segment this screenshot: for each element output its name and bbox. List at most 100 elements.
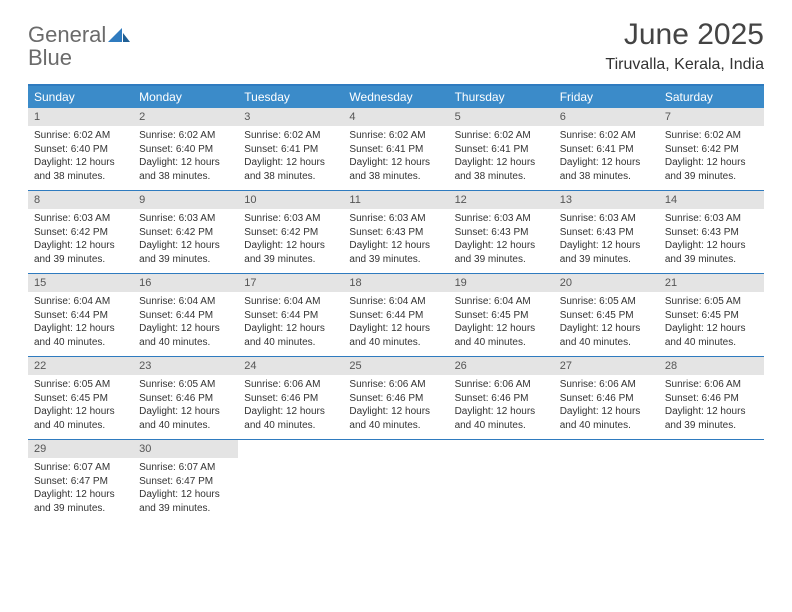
sunrise-line: Sunrise: 6:02 AM [349, 129, 442, 143]
day-details: Sunrise: 6:02 AMSunset: 6:40 PMDaylight:… [133, 126, 238, 183]
calendar-cell: 4Sunrise: 6:02 AMSunset: 6:41 PMDaylight… [343, 108, 448, 190]
day-number: 15 [28, 274, 133, 292]
sunrise-line: Sunrise: 6:06 AM [560, 378, 653, 392]
sunrise-line: Sunrise: 6:02 AM [665, 129, 758, 143]
weekday-tuesday: Tuesday [238, 86, 343, 108]
sunrise-line: Sunrise: 6:03 AM [34, 212, 127, 226]
calendar-cell: 11Sunrise: 6:03 AMSunset: 6:43 PMDayligh… [343, 191, 448, 273]
daylight-line: Daylight: 12 hours and 40 minutes. [244, 322, 337, 349]
day-details: Sunrise: 6:06 AMSunset: 6:46 PMDaylight:… [238, 375, 343, 432]
weekday-friday: Friday [554, 86, 659, 108]
calendar-cell [238, 440, 343, 522]
sunset-line: Sunset: 6:43 PM [560, 226, 653, 240]
day-details: Sunrise: 6:03 AMSunset: 6:42 PMDaylight:… [238, 209, 343, 266]
daylight-line: Daylight: 12 hours and 39 minutes. [665, 405, 758, 432]
sunset-line: Sunset: 6:44 PM [244, 309, 337, 323]
sunrise-line: Sunrise: 6:02 AM [560, 129, 653, 143]
day-details: Sunrise: 6:02 AMSunset: 6:40 PMDaylight:… [28, 126, 133, 183]
calendar-cell: 7Sunrise: 6:02 AMSunset: 6:42 PMDaylight… [659, 108, 764, 190]
calendar-cell [343, 440, 448, 522]
sunrise-line: Sunrise: 6:04 AM [244, 295, 337, 309]
daylight-line: Daylight: 12 hours and 39 minutes. [139, 488, 232, 515]
sunset-line: Sunset: 6:46 PM [560, 392, 653, 406]
weekday-monday: Monday [133, 86, 238, 108]
day-number: 16 [133, 274, 238, 292]
calendar-cell: 1Sunrise: 6:02 AMSunset: 6:40 PMDaylight… [28, 108, 133, 190]
daylight-line: Daylight: 12 hours and 38 minutes. [139, 156, 232, 183]
sunset-line: Sunset: 6:42 PM [34, 226, 127, 240]
sunset-line: Sunset: 6:45 PM [34, 392, 127, 406]
sunset-line: Sunset: 6:40 PM [34, 143, 127, 157]
day-details: Sunrise: 6:02 AMSunset: 6:42 PMDaylight:… [659, 126, 764, 183]
day-details: Sunrise: 6:03 AMSunset: 6:43 PMDaylight:… [343, 209, 448, 266]
day-details: Sunrise: 6:06 AMSunset: 6:46 PMDaylight:… [659, 375, 764, 432]
sunrise-line: Sunrise: 6:02 AM [139, 129, 232, 143]
sunrise-line: Sunrise: 6:02 AM [244, 129, 337, 143]
sunset-line: Sunset: 6:45 PM [560, 309, 653, 323]
sunrise-line: Sunrise: 6:03 AM [139, 212, 232, 226]
day-number: 30 [133, 440, 238, 458]
daylight-line: Daylight: 12 hours and 39 minutes. [34, 239, 127, 266]
day-number: 17 [238, 274, 343, 292]
calendar-cell: 16Sunrise: 6:04 AMSunset: 6:44 PMDayligh… [133, 274, 238, 356]
calendar-cell: 20Sunrise: 6:05 AMSunset: 6:45 PMDayligh… [554, 274, 659, 356]
day-details: Sunrise: 6:03 AMSunset: 6:43 PMDaylight:… [554, 209, 659, 266]
sunrise-line: Sunrise: 6:06 AM [349, 378, 442, 392]
sunset-line: Sunset: 6:47 PM [139, 475, 232, 489]
day-number: 10 [238, 191, 343, 209]
calendar-cell: 29Sunrise: 6:07 AMSunset: 6:47 PMDayligh… [28, 440, 133, 522]
page-title: June 2025 [605, 18, 764, 52]
sunrise-line: Sunrise: 6:02 AM [455, 129, 548, 143]
day-details: Sunrise: 6:05 AMSunset: 6:45 PMDaylight:… [28, 375, 133, 432]
daylight-line: Daylight: 12 hours and 40 minutes. [34, 405, 127, 432]
daylight-line: Daylight: 12 hours and 40 minutes. [244, 405, 337, 432]
calendar-week: 1Sunrise: 6:02 AMSunset: 6:40 PMDaylight… [28, 108, 764, 191]
day-details: Sunrise: 6:02 AMSunset: 6:41 PMDaylight:… [449, 126, 554, 183]
daylight-line: Daylight: 12 hours and 39 minutes. [560, 239, 653, 266]
sunrise-line: Sunrise: 6:05 AM [139, 378, 232, 392]
sunset-line: Sunset: 6:46 PM [349, 392, 442, 406]
calendar-cell: 10Sunrise: 6:03 AMSunset: 6:42 PMDayligh… [238, 191, 343, 273]
daylight-line: Daylight: 12 hours and 39 minutes. [244, 239, 337, 266]
day-number: 28 [659, 357, 764, 375]
sunset-line: Sunset: 6:45 PM [455, 309, 548, 323]
calendar-body: 1Sunrise: 6:02 AMSunset: 6:40 PMDaylight… [28, 108, 764, 522]
sunset-line: Sunset: 6:43 PM [665, 226, 758, 240]
calendar-cell: 21 Sunrise: 6:05 AMSunset: 6:45 PMDayligh… [659, 274, 764, 356]
sunset-line: Sunset: 6:46 PM [139, 392, 232, 406]
day-details: Sunrise: 6:07 AMSunset: 6:47 PMDaylight:… [28, 458, 133, 515]
calendar-cell: 12Sunrise: 6:03 AMSunset: 6:43 PMDayligh… [449, 191, 554, 273]
calendar-cell: 26Sunrise: 6:06 AMSunset: 6:46 PMDayligh… [449, 357, 554, 439]
sunrise-line: Sunrise: 6:06 AM [455, 378, 548, 392]
sunrise-line: Sunrise: 6:07 AM [34, 461, 127, 475]
sunset-line: Sunset: 6:46 PM [455, 392, 548, 406]
location: Tiruvalla, Kerala, India [605, 56, 764, 74]
day-number: 26 [449, 357, 554, 375]
day-number: 21 [659, 274, 764, 292]
day-number: 24 [238, 357, 343, 375]
daylight-line: Daylight: 12 hours and 38 minutes. [34, 156, 127, 183]
day-number: 1 [28, 108, 133, 126]
sunset-line: Sunset: 6:45 PM [665, 309, 758, 323]
calendar-cell: 23Sunrise: 6:05 AMSunset: 6:46 PMDayligh… [133, 357, 238, 439]
sunset-line: Sunset: 6:40 PM [139, 143, 232, 157]
sunrise-line: Sunrise: 6:04 AM [139, 295, 232, 309]
daylight-line: Daylight: 12 hours and 38 minutes. [455, 156, 548, 183]
calendar-page: General Blue June 2025 Tiruvalla, Kerala… [0, 0, 792, 540]
sunset-line: Sunset: 6:46 PM [665, 392, 758, 406]
sunrise-line: Sunrise: 6:05 AM [665, 295, 758, 309]
day-number: 27 [554, 357, 659, 375]
daylight-line: Daylight: 12 hours and 40 minutes. [665, 322, 758, 349]
daylight-line: Daylight: 12 hours and 39 minutes. [665, 239, 758, 266]
calendar-week: 15Sunrise: 6:04 AMSunset: 6:44 PMDayligh… [28, 274, 764, 357]
weekday-wednesday: Wednesday [343, 86, 448, 108]
day-number: 6 [554, 108, 659, 126]
calendar-cell: 8Sunrise: 6:03 AMSunset: 6:42 PMDaylight… [28, 191, 133, 273]
daylight-line: Daylight: 12 hours and 40 minutes. [349, 322, 442, 349]
daylight-line: Daylight: 12 hours and 38 minutes. [349, 156, 442, 183]
logo: General Blue [28, 24, 130, 70]
calendar-cell: 15Sunrise: 6:04 AMSunset: 6:44 PMDayligh… [28, 274, 133, 356]
calendar-cell: 13Sunrise: 6:03 AMSunset: 6:43 PMDayligh… [554, 191, 659, 273]
day-number: 22 [28, 357, 133, 375]
day-details: Sunrise: 6:04 AMSunset: 6:44 PMDaylight:… [343, 292, 448, 349]
